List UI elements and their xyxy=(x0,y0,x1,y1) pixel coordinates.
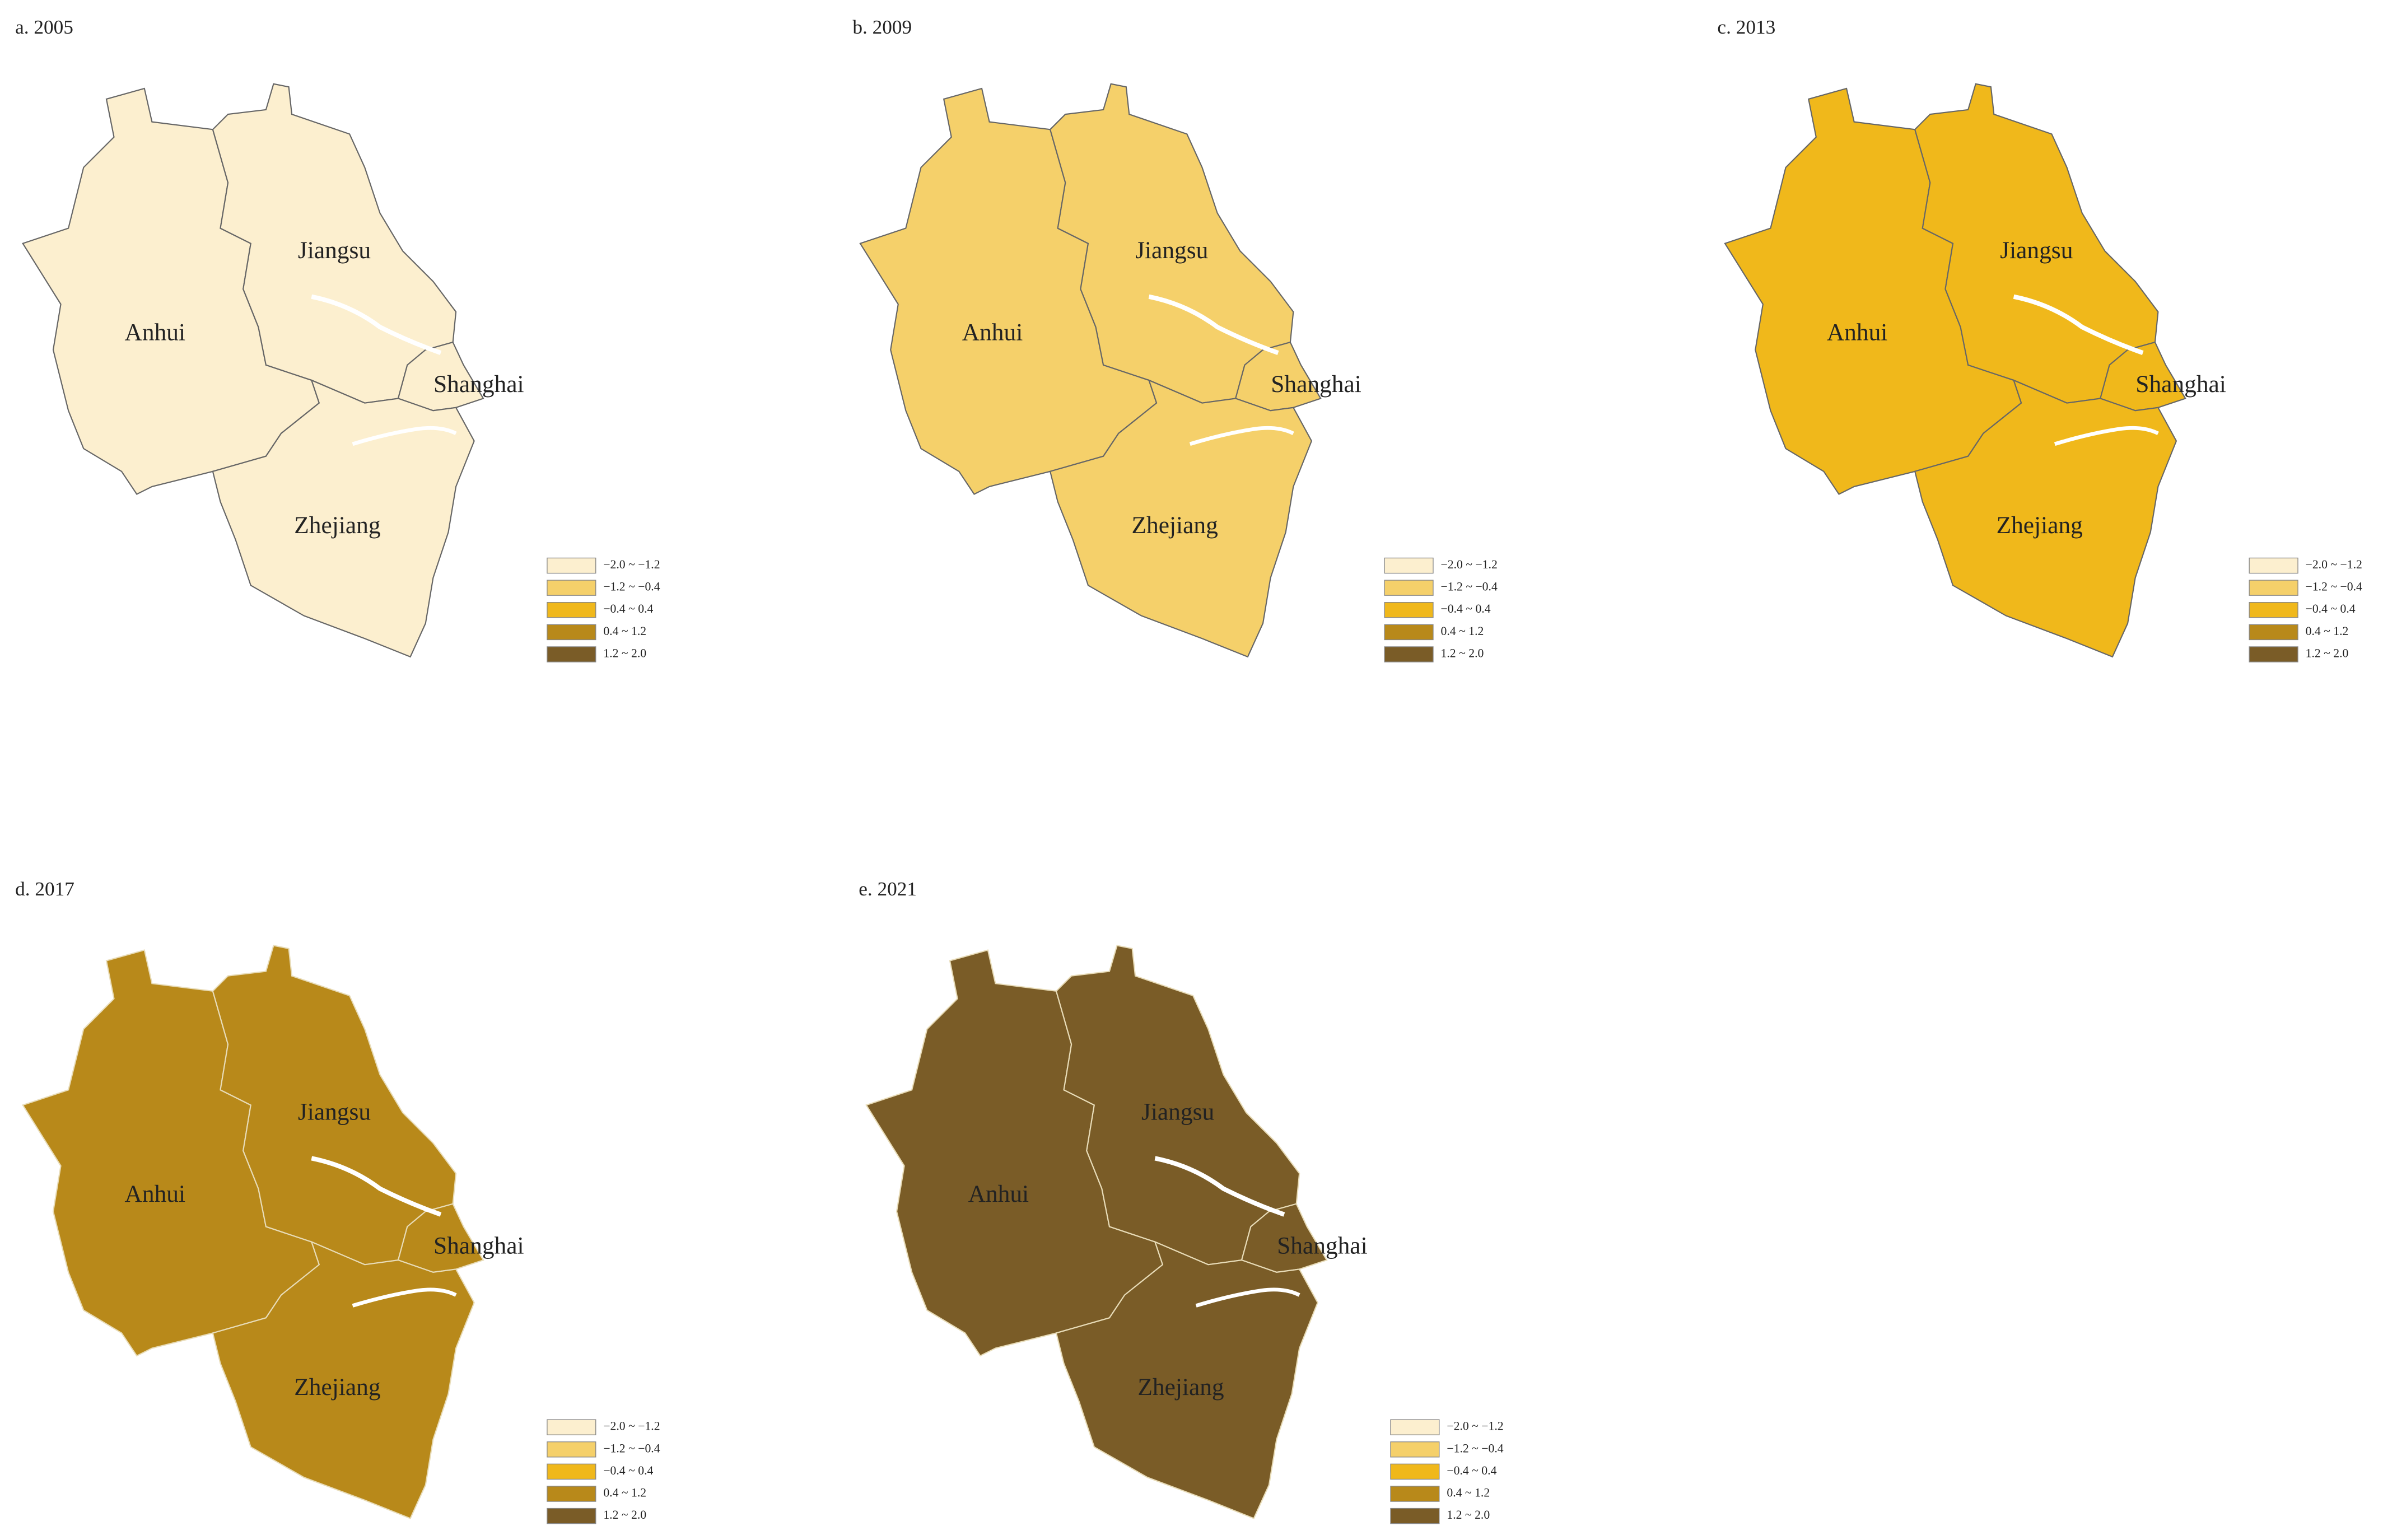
legend-label: 0.4 ~ 1.2 xyxy=(1441,624,1484,638)
legend-swatch xyxy=(1390,1463,1440,1480)
panel-title: a. 2005 xyxy=(15,16,73,38)
legend-label: −0.4 ~ 0.4 xyxy=(603,602,653,615)
legend-label: 1.2 ~ 2.0 xyxy=(2306,646,2349,660)
region-label: Zhejiang xyxy=(294,512,380,539)
legend-swatch xyxy=(1384,602,1434,618)
yangtze-estuary xyxy=(311,1156,442,1217)
legend-label: −0.4 ~ 0.4 xyxy=(1441,602,1491,615)
legend-label: −1.2 ~ −0.4 xyxy=(1441,580,1498,594)
legend-label: 0.4 ~ 1.2 xyxy=(1447,1486,1490,1499)
legend-swatch xyxy=(547,1441,596,1458)
region-label: Anhui xyxy=(968,1180,1029,1207)
yangtze-estuary xyxy=(311,294,442,355)
legend-swatch xyxy=(1390,1486,1440,1502)
region-label: Anhui xyxy=(962,319,1023,346)
region-label: Zhejiang xyxy=(1132,512,1218,539)
legend-swatch xyxy=(547,602,596,618)
hangzhou-bay xyxy=(352,1287,457,1308)
legend-swatch xyxy=(1390,1508,1440,1524)
legend-label: −0.4 ~ 0.4 xyxy=(603,1464,653,1477)
legend-swatch xyxy=(2249,646,2298,662)
panel-title: c. 2013 xyxy=(1717,16,1775,38)
legend-swatch xyxy=(1384,646,1434,662)
region-label: Jiangsu xyxy=(1135,237,1208,264)
region-label: Shanghai xyxy=(1277,1232,1368,1259)
legend-swatch xyxy=(1390,1419,1440,1435)
legend-swatch xyxy=(547,1463,596,1480)
hangzhou-bay xyxy=(1189,426,1294,446)
hangzhou-bay xyxy=(1195,1287,1300,1308)
legend-label: −0.4 ~ 0.4 xyxy=(2306,602,2356,615)
legend-label: −2.0 ~ −1.2 xyxy=(1447,1420,1503,1433)
region-label: Zhejiang xyxy=(294,1374,380,1401)
region-label: Zhejiang xyxy=(1137,1374,1224,1401)
region-label: Jiangsu xyxy=(1141,1099,1214,1126)
legend-label: 1.2 ~ 2.0 xyxy=(1441,646,1484,660)
legend-swatch xyxy=(547,646,596,662)
hangzhou-bay xyxy=(352,426,457,446)
panel-title: b. 2009 xyxy=(852,16,912,38)
panel-title: e. 2021 xyxy=(859,878,917,900)
hangzhou-bay xyxy=(2054,426,2159,446)
province xyxy=(1049,379,1313,658)
map-panel: e. 2021 Anhui Jiangsu Shanghai Zhejiang −2.0 … xyxy=(859,878,1504,1524)
legend-label: −1.2 ~ −0.4 xyxy=(2306,580,2362,594)
province xyxy=(1055,1240,1318,1519)
legend-swatch xyxy=(2249,624,2298,641)
map-panel: b. 2009 Anhui Jiangsu Shanghai Zhejiang −2.0 … xyxy=(852,16,1498,662)
region-label: Shanghai xyxy=(433,371,524,398)
legend-swatch xyxy=(547,1486,596,1502)
legend-swatch xyxy=(2249,602,2298,618)
legend-swatch xyxy=(1390,1441,1440,1458)
legend-swatch xyxy=(547,580,596,596)
legend-label: 1.2 ~ 2.0 xyxy=(603,1508,646,1522)
region-label: Shanghai xyxy=(1271,371,1361,398)
province xyxy=(1914,379,2177,658)
legend-label: −2.0 ~ −1.2 xyxy=(2306,558,2362,571)
region-label: Anhui xyxy=(125,1180,186,1207)
legend-label: −1.2 ~ −0.4 xyxy=(603,1441,660,1455)
panel-title: d. 2017 xyxy=(15,878,74,900)
legend-label: −1.2 ~ −0.4 xyxy=(1447,1441,1503,1455)
legend-swatch xyxy=(547,624,596,641)
legend-label: −0.4 ~ 0.4 xyxy=(1447,1464,1496,1477)
legend-swatch xyxy=(1384,624,1434,641)
legend-label: −2.0 ~ −1.2 xyxy=(1441,558,1498,571)
legend-label: 0.4 ~ 1.2 xyxy=(2306,624,2349,638)
legend-label: 1.2 ~ 2.0 xyxy=(1447,1508,1490,1522)
region-label: Shanghai xyxy=(2135,371,2226,398)
legend-label: −1.2 ~ −0.4 xyxy=(603,580,660,594)
legend-swatch xyxy=(1384,580,1434,596)
legend-swatch xyxy=(547,1508,596,1524)
legend-swatch xyxy=(2249,580,2298,596)
legend-label: −2.0 ~ −1.2 xyxy=(603,1420,660,1433)
yangtze-estuary xyxy=(1148,294,1279,355)
region-label: Anhui xyxy=(1827,319,1888,346)
region-label: Zhejiang xyxy=(1997,512,2083,539)
province xyxy=(212,1240,475,1519)
legend-swatch xyxy=(547,557,596,574)
map-panel: d. 2017 Anhui Jiangsu Shanghai Zhejiang −2.0 … xyxy=(15,878,660,1524)
region-label: Jiangsu xyxy=(2000,237,2073,264)
map-panel: a. 2005 Anhui Jiangsu Shanghai Zhejiang −2.0 … xyxy=(15,16,660,662)
legend-swatch xyxy=(1384,557,1434,574)
region-label: Jiangsu xyxy=(298,237,371,264)
province xyxy=(212,379,475,658)
legend-label: 1.2 ~ 2.0 xyxy=(603,646,646,660)
legend-label: −2.0 ~ −1.2 xyxy=(603,558,660,571)
legend-swatch xyxy=(2249,557,2298,574)
region-label: Anhui xyxy=(125,319,186,346)
region-label: Jiangsu xyxy=(298,1099,371,1126)
yangtze-estuary xyxy=(1154,1156,1285,1217)
legend-label: 0.4 ~ 1.2 xyxy=(603,1486,646,1499)
region-label: Shanghai xyxy=(433,1232,524,1259)
map-panel: c. 2013 Anhui Jiangsu Shanghai Zhejiang −2.0 … xyxy=(1717,16,2362,662)
legend-swatch xyxy=(547,1419,596,1435)
yangtze-estuary xyxy=(2013,294,2144,355)
legend-label: 0.4 ~ 1.2 xyxy=(603,624,646,638)
